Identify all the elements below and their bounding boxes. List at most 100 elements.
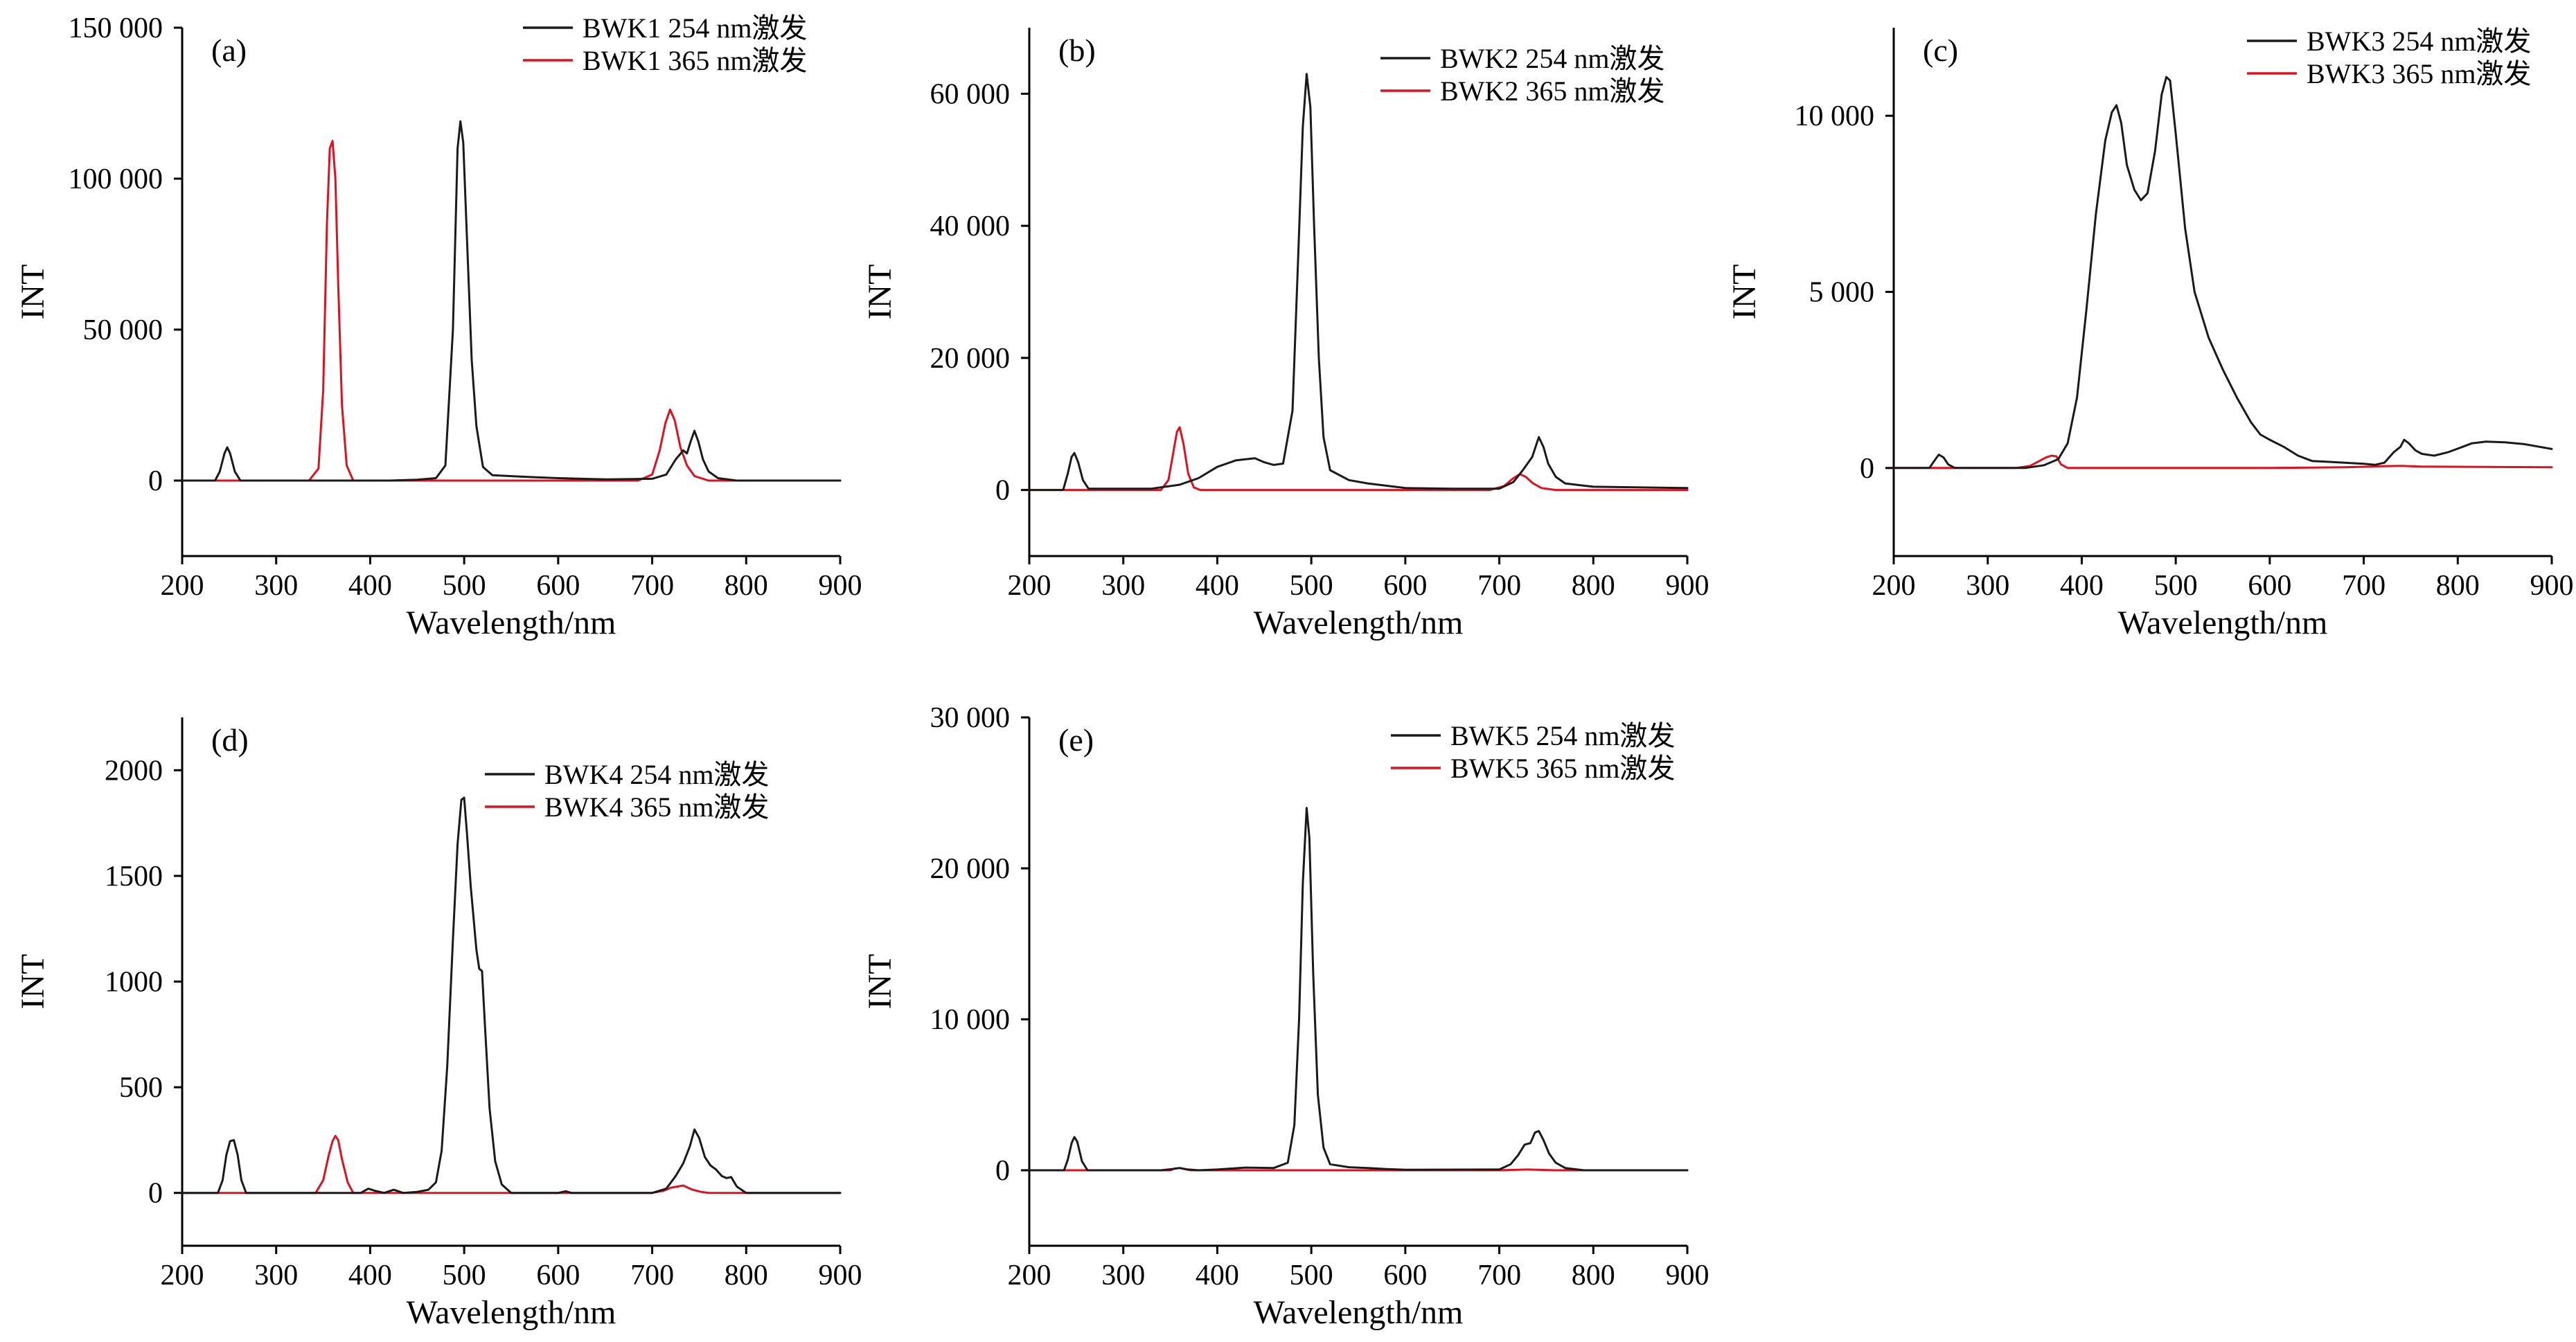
series-line-excitation-254nm — [1028, 73, 1689, 492]
y-tick-label: 0 — [148, 1178, 163, 1210]
x-tick-label: 700 — [2342, 570, 2386, 602]
panel-label: (e) — [1058, 722, 1094, 758]
x-tick-label: 800 — [725, 570, 768, 602]
legend-entry: BWK3 254 nm激发 — [2307, 26, 2531, 57]
y-tick-label: 150 000 — [69, 12, 163, 44]
y-tick-label: 40 000 — [930, 211, 1011, 242]
x-tick-label: 200 — [161, 570, 204, 602]
y-tick-label: 50 000 — [83, 314, 163, 346]
x-tick-label: 400 — [2060, 570, 2104, 602]
series-line-excitation-365nm — [1892, 454, 2553, 469]
x-tick-label: 600 — [2248, 570, 2291, 602]
y-tick-label: 2000 — [105, 755, 163, 787]
y-axis-label: INT — [862, 954, 898, 1010]
y-tick-label: 1000 — [105, 967, 163, 999]
legend-entry: BWK4 365 nm激发 — [544, 791, 769, 823]
x-tick-label: 900 — [2530, 570, 2574, 602]
x-tick-label: 800 — [1572, 570, 1615, 602]
panel-label: (a) — [211, 33, 247, 68]
panel-a: 200 300 400 500 600 700 800 900 0 50 000 100 000 15… — [15, 12, 862, 641]
y-tick-label: 0 — [1860, 453, 1874, 485]
x-tick-label: 500 — [443, 1260, 486, 1291]
y-tick-label: 60 000 — [930, 78, 1011, 110]
x-tick-label: 500 — [443, 570, 486, 602]
legend-entry: BWK2 365 nm激发 — [1440, 75, 1664, 107]
legend-entry: BWK1 254 nm激发 — [583, 12, 807, 44]
y-tick-label: 20 000 — [930, 343, 1011, 375]
x-tick-label: 200 — [1872, 570, 1916, 602]
x-tick-label: 700 — [630, 1260, 674, 1291]
series-line-excitation-254nm — [181, 796, 842, 1195]
x-tick-label: 600 — [1383, 570, 1427, 602]
legend-entry: BWK2 254 nm激发 — [1440, 43, 1664, 74]
y-tick-label: 100 000 — [69, 163, 163, 195]
panel-label: (b) — [1058, 33, 1096, 68]
y-tick-label: 500 — [119, 1072, 163, 1104]
series-line-excitation-365nm — [181, 140, 842, 482]
series-line-excitation-254nm — [1028, 807, 1689, 1172]
x-tick-label: 700 — [1477, 1260, 1521, 1291]
panel-label: (d) — [211, 722, 249, 758]
y-axis-label: INT — [862, 265, 898, 320]
series-line-excitation-254nm — [181, 120, 842, 482]
x-tick-label: 400 — [348, 1260, 392, 1291]
y-axis-label: INT — [15, 954, 51, 1010]
x-axis-label: Wavelength/nm — [407, 605, 616, 641]
x-tick-label: 900 — [1666, 570, 1709, 602]
y-tick-label: 30 000 — [930, 702, 1011, 734]
x-tick-label: 300 — [1101, 1260, 1145, 1291]
x-tick-label: 700 — [630, 570, 674, 602]
panel-b: 200 300 400 500 600 700 800 900 0 20 000 40 000 60 … — [862, 28, 1709, 641]
x-tick-label: 400 — [1196, 1260, 1239, 1291]
x-tick-label: 300 — [254, 570, 298, 602]
x-tick-label: 200 — [1008, 1260, 1051, 1291]
x-tick-label: 500 — [2154, 570, 2198, 602]
x-tick-label: 800 — [725, 1260, 768, 1291]
x-tick-label: 900 — [819, 1260, 862, 1291]
x-tick-label: 200 — [1008, 570, 1051, 602]
series-line-excitation-365nm — [1028, 426, 1689, 492]
legend-entry: BWK5 365 nm激发 — [1450, 753, 1675, 784]
x-axis-label: Wavelength/nm — [407, 1294, 616, 1331]
x-tick-label: 500 — [1290, 1260, 1333, 1291]
series-line-excitation-365nm — [181, 1134, 842, 1195]
x-tick-label: 900 — [819, 570, 862, 602]
y-tick-label: 0 — [995, 1155, 1010, 1187]
legend-entry: BWK4 254 nm激发 — [544, 759, 769, 790]
x-tick-label: 400 — [348, 570, 392, 602]
legend-entry: BWK5 254 nm激发 — [1450, 720, 1675, 751]
panel-c: 200 300 400 500 600 700 800 900 0 5 000 10 000 Wave… — [1726, 26, 2574, 641]
legend-entry: BWK3 365 nm激发 — [2307, 58, 2531, 89]
panel-d: 200 300 400 500 600 700 800 900 0 500 1000 1500 2000… — [15, 717, 862, 1331]
x-tick-label: 800 — [1572, 1260, 1615, 1291]
x-axis-label: Wavelength/nm — [1254, 605, 1464, 641]
y-axis-label: INT — [15, 265, 51, 320]
x-axis-label: Wavelength/nm — [1254, 1294, 1464, 1331]
x-tick-label: 300 — [1966, 570, 2009, 602]
y-tick-label: 10 000 — [930, 1004, 1011, 1036]
x-tick-label: 300 — [254, 1260, 298, 1291]
y-tick-label: 0 — [148, 465, 163, 497]
x-tick-label: 700 — [1477, 570, 1521, 602]
y-axis-label: INT — [1726, 265, 1763, 320]
x-tick-label: 900 — [1666, 1260, 1709, 1291]
y-tick-label: 5 000 — [1809, 277, 1875, 309]
legend-entry: BWK1 365 nm激发 — [583, 45, 807, 76]
panel-label: (c) — [1923, 33, 1958, 68]
x-tick-label: 600 — [536, 1260, 580, 1291]
x-tick-label: 300 — [1101, 570, 1145, 602]
x-tick-label: 400 — [1196, 570, 1239, 602]
y-tick-label: 0 — [995, 475, 1010, 507]
x-tick-label: 600 — [536, 570, 580, 602]
x-tick-label: 600 — [1383, 1260, 1427, 1291]
series-line-excitation-254nm — [1892, 75, 2553, 469]
x-tick-label: 800 — [2436, 570, 2480, 602]
x-axis-label: Wavelength/nm — [2118, 605, 2328, 641]
y-tick-label: 1500 — [105, 861, 163, 893]
panel-e: 200 300 400 500 600 700 800 900 0 10 000 20 000 30 … — [862, 702, 1709, 1331]
x-tick-label: 500 — [1290, 570, 1333, 602]
x-tick-label: 200 — [161, 1260, 204, 1291]
y-tick-label: 10 000 — [1795, 100, 1875, 132]
y-tick-label: 20 000 — [930, 853, 1011, 885]
